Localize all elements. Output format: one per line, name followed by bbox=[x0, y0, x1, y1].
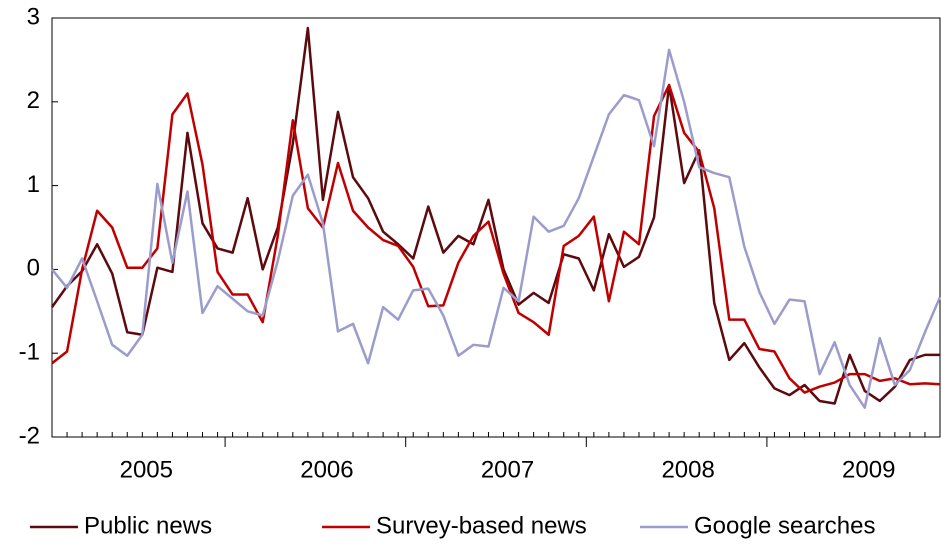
x-tick-label: 2009 bbox=[842, 456, 895, 483]
y-tick-label: 2 bbox=[27, 87, 40, 114]
series-line bbox=[51, 48, 942, 409]
y-tick-label: 0 bbox=[27, 255, 40, 282]
legend-label: Survey-based news bbox=[376, 512, 587, 539]
x-tick-label: 2006 bbox=[300, 456, 353, 483]
y-tick-label: 3 bbox=[27, 3, 40, 30]
plot-frame bbox=[51, 17, 941, 438]
x-tick-label: 2005 bbox=[120, 456, 173, 483]
series-line bbox=[50, 26, 940, 405]
legend-label: Google searches bbox=[694, 512, 875, 539]
legend-label: Public news bbox=[84, 512, 212, 539]
y-tick-label: 1 bbox=[27, 171, 40, 198]
y-tick-label: -2 bbox=[19, 422, 40, 449]
y-tick-label: -1 bbox=[19, 339, 40, 366]
x-tick-label: 2007 bbox=[481, 456, 534, 483]
x-tick-label: 2008 bbox=[661, 456, 714, 483]
series-line bbox=[51, 83, 941, 394]
